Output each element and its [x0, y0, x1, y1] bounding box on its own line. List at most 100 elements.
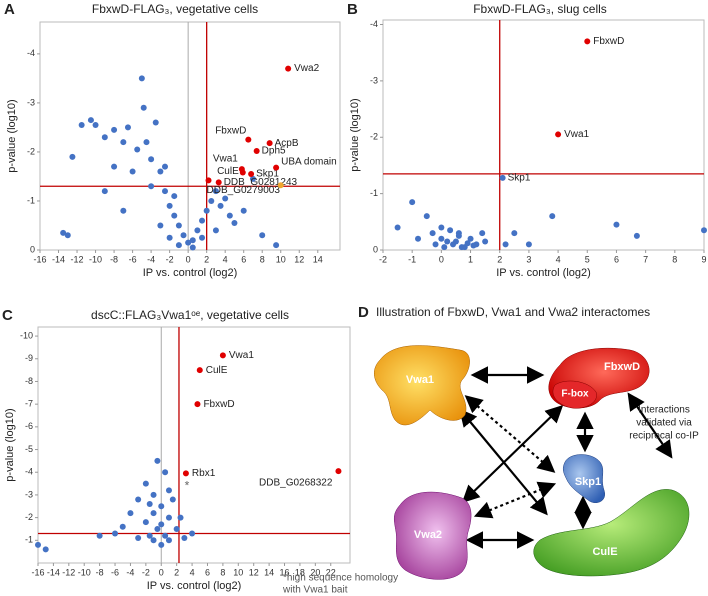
point-label: Vwa1 — [229, 350, 254, 361]
point — [613, 221, 620, 228]
note: reciprocal co-IP — [629, 431, 699, 442]
x-tick-label: -8 — [110, 254, 118, 264]
point — [92, 121, 99, 128]
point — [245, 136, 252, 143]
point — [212, 227, 219, 234]
x-tick-label: 6 — [614, 254, 619, 264]
point-label: CulE — [217, 166, 239, 177]
x-tick-label: -16 — [31, 567, 44, 577]
point-label: UBA domain — [281, 156, 337, 167]
x-tick-label: 2 — [497, 254, 502, 264]
point — [239, 169, 246, 176]
point — [180, 232, 187, 239]
point-label: Vwa2 — [294, 63, 319, 74]
chart: B FbxwD-FLAG₃, slug cells-2 -1 0 1 2 3 4 5 6 7 8 90-… — [347, 1, 707, 279]
point — [441, 244, 448, 251]
y-tick-label: -4 — [370, 19, 378, 29]
x-tick-label: -8 — [96, 567, 104, 577]
x-tick-label: -4 — [126, 567, 134, 577]
point-label: Rbx1 — [192, 468, 216, 479]
point — [146, 532, 153, 539]
point — [135, 496, 142, 503]
point — [479, 230, 486, 237]
diagram-title: Illustration of FbxwD, Vwa1 and Vwa2 int… — [376, 305, 650, 319]
x-tick-label: 14 — [313, 254, 323, 264]
y-tick-label: -3 — [25, 489, 33, 499]
point — [150, 537, 157, 544]
point — [111, 163, 118, 170]
point — [157, 222, 164, 229]
y-tick-label: -2 — [27, 146, 35, 156]
point — [415, 235, 422, 242]
x-tick-label: 0 — [439, 254, 444, 264]
point — [148, 156, 155, 163]
point-label: Skp1 — [508, 172, 531, 183]
x-axis-label: IP vs. control (log2) — [496, 267, 591, 279]
point — [142, 519, 149, 526]
x-tick-label: -2 — [142, 567, 150, 577]
x-tick-label: 8 — [220, 567, 225, 577]
point — [120, 207, 127, 214]
point — [259, 232, 266, 239]
point — [199, 217, 206, 224]
x-tick-label: -6 — [129, 254, 137, 264]
point — [101, 188, 108, 195]
point — [112, 530, 119, 537]
point — [467, 235, 474, 242]
point — [549, 213, 556, 220]
point — [111, 126, 118, 133]
point-label: FbxwD — [203, 399, 234, 410]
point — [165, 514, 172, 521]
point — [452, 238, 459, 245]
point — [273, 164, 280, 171]
point — [166, 202, 173, 209]
point — [135, 535, 142, 542]
point — [701, 227, 707, 234]
point — [158, 541, 165, 548]
point — [127, 510, 134, 517]
point — [60, 229, 67, 236]
node-label: Skp1 — [575, 476, 601, 488]
point — [189, 530, 196, 537]
point — [185, 239, 192, 246]
x-tick-label: 6 — [241, 254, 246, 264]
point — [129, 168, 136, 175]
point — [134, 146, 141, 153]
point — [409, 199, 416, 206]
point — [499, 174, 506, 181]
point — [162, 532, 169, 539]
point — [266, 140, 273, 147]
x-tick-label: -2 — [166, 254, 174, 264]
x-tick-label: 4 — [190, 567, 195, 577]
point — [277, 182, 284, 189]
point — [138, 75, 145, 82]
y-tick-label: -7 — [25, 399, 33, 409]
point — [423, 213, 430, 220]
point-label: FbxwD — [593, 36, 624, 47]
point — [175, 222, 182, 229]
x-tick-label: 7 — [643, 254, 648, 264]
point — [458, 244, 465, 251]
x-tick-label: 3 — [526, 254, 531, 264]
x-tick-label: -14 — [47, 567, 60, 577]
point — [511, 230, 518, 237]
arrows — [459, 366, 673, 549]
point-label: Vwa1 — [213, 154, 238, 165]
point — [335, 468, 342, 475]
point — [143, 139, 150, 146]
node-label: Vwa1 — [406, 374, 434, 386]
arrow — [627, 392, 673, 459]
x-tick-label: 9 — [701, 254, 706, 264]
point — [208, 197, 215, 204]
point — [78, 121, 85, 128]
footnote: with Vwa1 bait — [282, 585, 348, 596]
note: validated via — [636, 418, 692, 429]
point — [42, 546, 49, 553]
x-tick-label: 10 — [233, 567, 243, 577]
y-tick-label: -3 — [27, 97, 35, 107]
x-tick-label: 12 — [294, 254, 304, 264]
panel-letter: D — [358, 304, 369, 321]
y-axis-label: p-value (log10) — [4, 408, 16, 481]
plot-frame — [382, 19, 705, 251]
